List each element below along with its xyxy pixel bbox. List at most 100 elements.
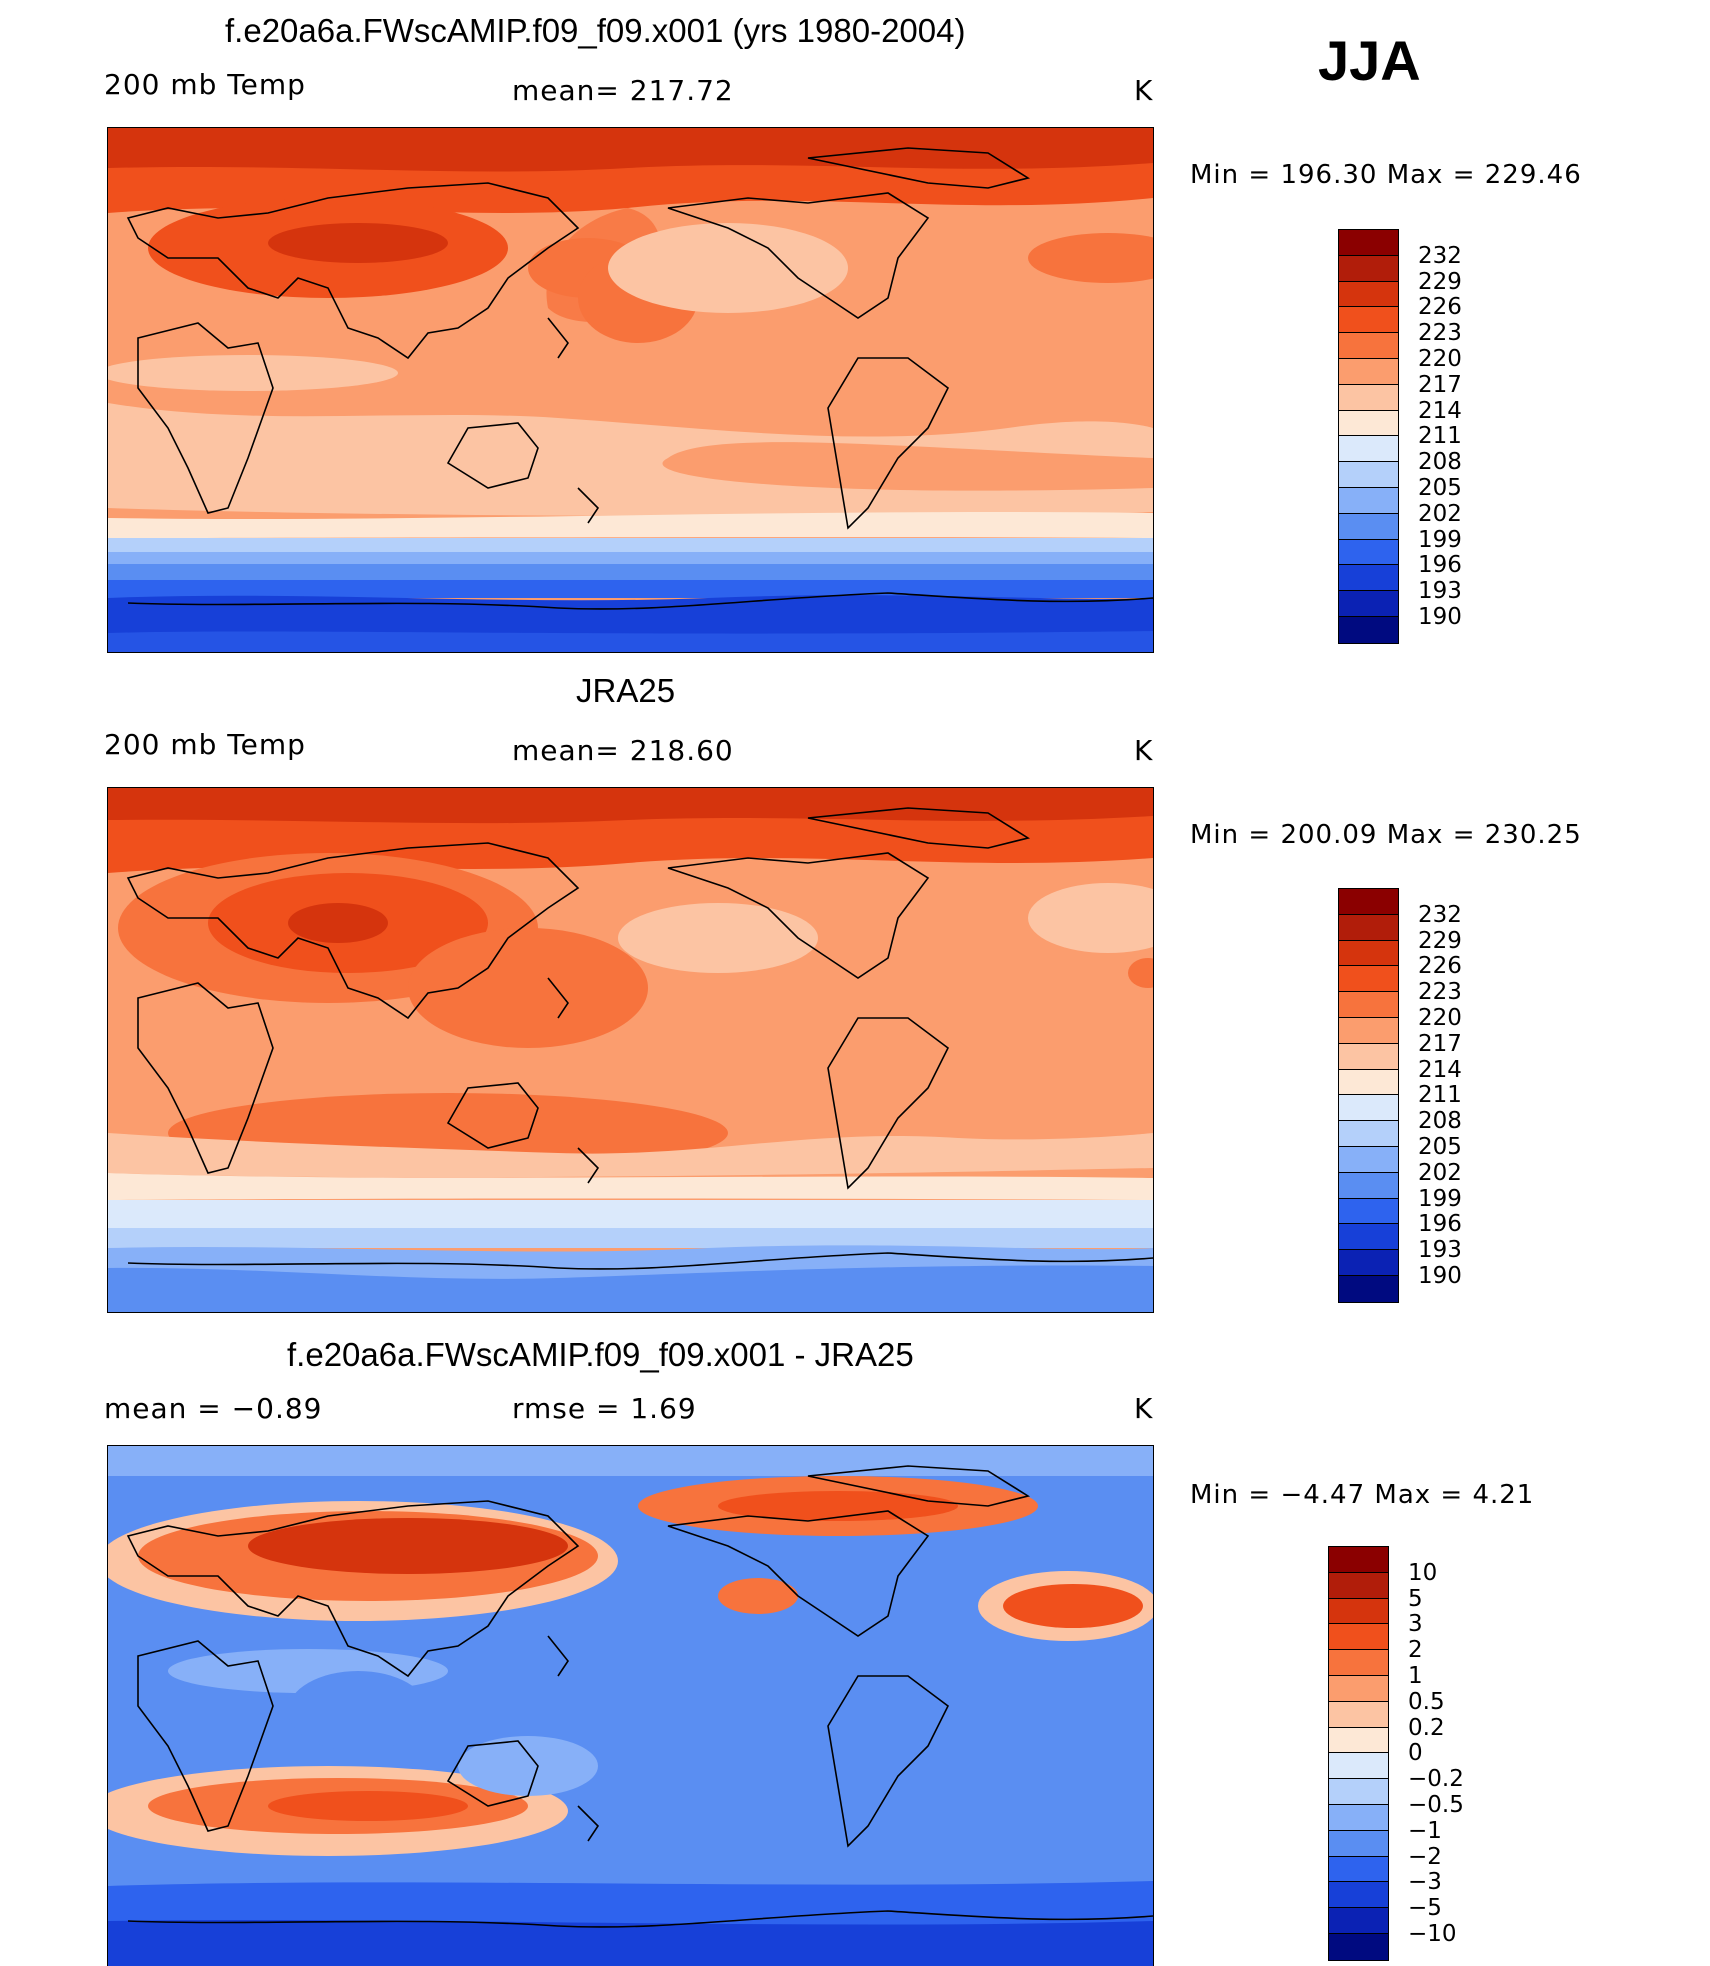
colorbar-swatch [1339,1146,1398,1173]
colorbar-tick-label: −3 [1408,1869,1442,1896]
colorbar-swatch [1339,358,1398,385]
colorbar-swatch [1339,1017,1398,1044]
colorbar-tick-label: 196 [1418,552,1462,579]
colorbar-swatch [1339,230,1398,256]
colorbar-swatch [1329,1624,1388,1651]
colorbar-tick-label: 199 [1418,526,1462,553]
colorbar-tick-label: 226 [1418,294,1462,321]
colorbar-tick-label: 190 [1418,1263,1462,1289]
colorbar-swatch [1339,1198,1398,1225]
colorbar-tick-label: −10 [1408,1921,1457,1947]
colorbar-tick-label: −5 [1408,1895,1442,1922]
colorbar-swatch [1339,914,1398,941]
colorbar-swatch [1329,1830,1388,1857]
panel-1-title: f.e20a6a.FWscAMIP.f09_f09.x001 (yrs 1980… [225,12,966,49]
panel-3-title: f.e20a6a.FWscAMIP.f09_f09.x001 - JRA25 [287,1336,914,1373]
colorbar-tick-label: 211 [1418,1082,1462,1109]
colorbar-swatch [1339,1069,1398,1096]
colorbar-swatch [1329,1882,1388,1909]
colorbar-swatch [1339,1043,1398,1070]
colorbar-tick-label: 0 [1408,1740,1423,1767]
colorbar-tick-label: −0.2 [1408,1766,1464,1793]
colorbar-tick-label: 220 [1418,1005,1462,1031]
colorbar-tick-label: 223 [1418,320,1462,347]
colorbar-swatch [1339,1095,1398,1122]
colorbar-tick-label: 3 [1408,1611,1423,1638]
colorbar-swatch [1339,255,1398,282]
panel-2-colorbar-boxes [1338,888,1399,1303]
colorbar-swatch [1339,462,1398,488]
panel-3-unit-label: K [1134,1392,1154,1425]
colorbar-tick-label: −1 [1408,1817,1442,1844]
colorbar-swatch [1329,1598,1388,1625]
panel-2-unit-label: K [1134,734,1154,767]
colorbar-tick-label: 5 [1408,1585,1423,1612]
colorbar-tick-label: 193 [1418,578,1462,605]
colorbar-swatch [1329,1804,1388,1831]
colorbar-swatch [1329,1572,1388,1599]
colorbar-swatch [1339,616,1398,643]
colorbar-tick-label: 208 [1418,449,1462,476]
colorbar-swatch [1339,1224,1398,1251]
panel-1-mean-label: mean= 217.72 [512,74,734,107]
colorbar-swatch [1339,940,1398,967]
colorbar-tick-label: −2 [1408,1843,1442,1870]
colorbar-tick-label: 190 [1418,604,1462,630]
colorbar-tick-label: 196 [1418,1211,1462,1238]
colorbar-swatch [1339,1121,1398,1147]
season-label: JJA [1318,29,1421,92]
colorbar-tick-label: 10 [1408,1559,1438,1586]
panel-3-rmse-label: rmse = 1.69 [512,1392,697,1425]
colorbar-swatch [1339,487,1398,514]
colorbar-tick-label: 229 [1418,268,1462,295]
colorbar-swatch [1329,1547,1388,1573]
colorbar-tick-label: 226 [1418,953,1462,980]
colorbar-tick-label: 205 [1418,1134,1462,1160]
colorbar-swatch [1339,1275,1398,1302]
colorbar-swatch [1339,889,1398,915]
panel-3-colorbar-boxes [1328,1546,1389,1961]
colorbar-tick-label: 214 [1418,1056,1462,1083]
colorbar-swatch [1339,1172,1398,1199]
colorbar-tick-label: 0.2 [1408,1714,1445,1741]
colorbar-tick-label: 2 [1408,1637,1423,1664]
colorbar-tick-label: 0.5 [1408,1688,1445,1715]
colorbar-swatch [1339,281,1398,308]
colorbar-tick-label: 205 [1418,475,1462,501]
colorbar-tick-label: 217 [1418,371,1462,398]
panel-1-variable-label: 200 mb Temp [104,68,306,101]
panel-3-map [107,1445,1154,1966]
colorbar-swatch [1329,1650,1388,1676]
colorbar-tick-label: 232 [1418,901,1462,928]
colorbar-swatch [1339,436,1398,463]
colorbar-swatch [1339,565,1398,592]
colorbar-swatch [1339,410,1398,437]
colorbar-swatch [1339,966,1398,993]
colorbar-swatch [1329,1753,1388,1780]
panel-2-minmax: Min = 200.09 Max = 230.25 [1190,820,1582,850]
colorbar-tick-label: 193 [1418,1237,1462,1264]
colorbar-tick-label: 1 [1408,1663,1423,1689]
colorbar-swatch [1339,591,1398,617]
colorbar-tick-label: 232 [1418,242,1462,269]
colorbar-swatch [1329,1856,1388,1883]
panel-3-minmax: Min = −4.47 Max = 4.21 [1190,1480,1535,1510]
panel-2-temperature-field [108,788,1153,1312]
panel-2-title: JRA25 [576,672,676,709]
colorbar-swatch [1329,1675,1388,1702]
panel-1-unit-label: K [1134,74,1154,107]
colorbar-swatch [1339,539,1398,566]
colorbar-swatch [1339,1250,1398,1276]
panel-3-difference-field [108,1446,1153,1966]
colorbar-swatch [1339,333,1398,359]
colorbar-tick-label: 214 [1418,397,1462,424]
colorbar-tick-label: 220 [1418,346,1462,372]
panel-3-mean-label: mean = −0.89 [104,1392,323,1425]
panel-1-temperature-field [108,128,1153,652]
panel-1-map [107,127,1154,653]
colorbar-swatch [1339,307,1398,334]
colorbar-tick-label: 217 [1418,1030,1462,1057]
colorbar-tick-label: 202 [1418,1159,1462,1186]
colorbar-tick-label: 208 [1418,1108,1462,1135]
colorbar-swatch [1329,1727,1388,1754]
